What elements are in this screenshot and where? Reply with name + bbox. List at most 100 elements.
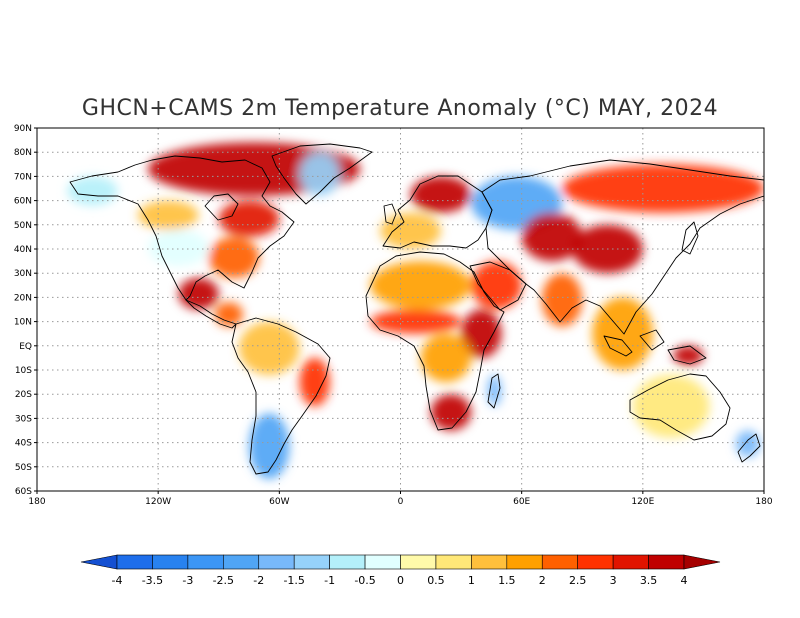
anomaly-region: [673, 345, 704, 366]
colorbar-label: -1.5: [283, 574, 304, 587]
anomaly-region: [67, 176, 118, 206]
lat-tick-label: 10S: [15, 366, 32, 376]
anomaly-region: [370, 309, 462, 334]
anomaly-region: [380, 212, 441, 250]
anomaly-region: [592, 297, 653, 371]
colorbar: -4 -3.5 -3 -2.5 -2 -1.5 -1 -0.5 0 0.5 1 1.5 2 2.5 3 3.5…: [80, 554, 721, 587]
colorbar-low-arrow: [80, 554, 118, 570]
colorbar-box: [648, 554, 685, 570]
coastline-britain: [383, 203, 397, 225]
lon-tick-label: 60E: [513, 497, 530, 507]
lon-tick-label: 180: [28, 497, 45, 507]
lat-tick-label: 70N: [14, 172, 32, 182]
coastlines: [69, 143, 764, 475]
colorbar-label: -2.5: [213, 574, 234, 587]
anomaly-region: [541, 273, 583, 327]
lon-tick-label: 120E: [631, 497, 654, 507]
lat-tick-label: 40S: [15, 439, 32, 449]
lat-tick-label: 80N: [14, 148, 32, 158]
anomaly-regions: [67, 142, 764, 479]
coastline-central-america: [185, 299, 237, 329]
lat-tick-label: 20S: [15, 390, 32, 400]
coastline-new-zealand: [737, 433, 761, 463]
longitude-ticks: 180 120W 60W 0 60E 120E 180: [28, 491, 773, 507]
coastline-madagascar: [487, 373, 501, 409]
colorbar-box: [329, 554, 366, 570]
anomaly-region: [214, 302, 243, 327]
colorbar-label: -3.5: [142, 574, 163, 587]
coastline-north-america: [69, 155, 295, 301]
anomaly-region: [735, 430, 760, 458]
map-title: GHCN+CAMS 2m Temperature Anomaly (°C) MA…: [82, 96, 718, 121]
map-layer: [37, 128, 764, 491]
lat-tick-label: 30S: [15, 414, 32, 424]
colorbar-label: -1: [324, 574, 335, 587]
anomaly-region: [178, 278, 219, 310]
anomaly-region: [148, 229, 209, 266]
lat-tick-label: 50N: [14, 221, 32, 231]
colorbar-label: 0: [397, 574, 404, 587]
colorbar-high-arrow: [683, 554, 721, 570]
colorbar-label: 3.5: [640, 574, 658, 587]
colorbar-label: 0.5: [427, 574, 445, 587]
colorbar-label: -3: [182, 574, 193, 587]
coastline-africa: [365, 251, 505, 431]
lat-tick-label: 90N: [14, 124, 32, 134]
coastline-greenland: [271, 143, 373, 205]
anomaly-region: [430, 394, 472, 431]
colorbar-box: [506, 554, 543, 570]
anomaly-region: [471, 261, 522, 310]
anomaly-region: [249, 413, 290, 479]
colorbar-labels: -4 -3.5 -3 -2.5 -2 -1.5 -1 -0.5 0 0.5 1 1.5 2 2.5 3 3.5…: [112, 574, 688, 587]
coastline-arabia: [469, 261, 527, 311]
colorbar-box: [541, 554, 578, 570]
colorbar-box: [471, 554, 508, 570]
colorbar-label: 2: [539, 574, 546, 587]
colorbar-box: [116, 554, 153, 570]
colorbar-label: 2.5: [569, 574, 587, 587]
lat-tick-label: 50S: [15, 463, 32, 473]
colorbar-box: [364, 554, 401, 570]
anomaly-region: [238, 321, 300, 375]
colorbar-label: 4: [681, 574, 688, 587]
lon-tick-label: 120W: [145, 497, 171, 507]
graticule: [37, 128, 764, 491]
lat-tick-label: 40N: [14, 245, 32, 255]
colorbar-label: -0.5: [354, 574, 375, 587]
anomaly-region: [137, 200, 199, 230]
colorbar-box: [187, 554, 224, 570]
colorbar-label: 1.5: [498, 574, 516, 587]
coastline-japan: [681, 221, 699, 255]
anomaly-region: [461, 309, 502, 358]
lon-tick-label: 180: [755, 497, 772, 507]
colorbar-label: 1: [468, 574, 475, 587]
lat-tick-label: 30N: [14, 269, 32, 279]
colorbar-box: [612, 554, 649, 570]
colorbar-box: [577, 554, 614, 570]
colorbar-box: [400, 554, 437, 570]
anomaly-region: [632, 374, 710, 438]
lat-tick-label: EQ: [19, 342, 32, 352]
anomaly-region: [208, 236, 260, 279]
colorbar-box: [258, 554, 295, 570]
anomaly-region: [299, 357, 330, 407]
anomaly-region: [410, 176, 472, 213]
colorbar-box: [435, 554, 472, 570]
coastline-asia: [481, 159, 764, 335]
anomaly-region: [562, 164, 764, 213]
colorbar-box: [152, 554, 189, 570]
anomaly-region: [420, 333, 472, 383]
lon-tick-label: 0: [398, 497, 404, 507]
lat-tick-label: 60N: [14, 197, 32, 207]
anomaly-region: [370, 261, 472, 310]
coastline-southeast-asia-islands: [603, 329, 707, 365]
colorbar-box: [223, 554, 260, 570]
colorbar-label: 3: [610, 574, 617, 587]
colorbar-label: -2: [253, 574, 264, 587]
coastline-south-america: [231, 317, 331, 475]
anomaly-region: [218, 200, 280, 237]
lat-tick-label: 20N: [14, 293, 32, 303]
coastline-australia: [629, 373, 731, 441]
coastline-hudson-bay: [204, 193, 239, 221]
